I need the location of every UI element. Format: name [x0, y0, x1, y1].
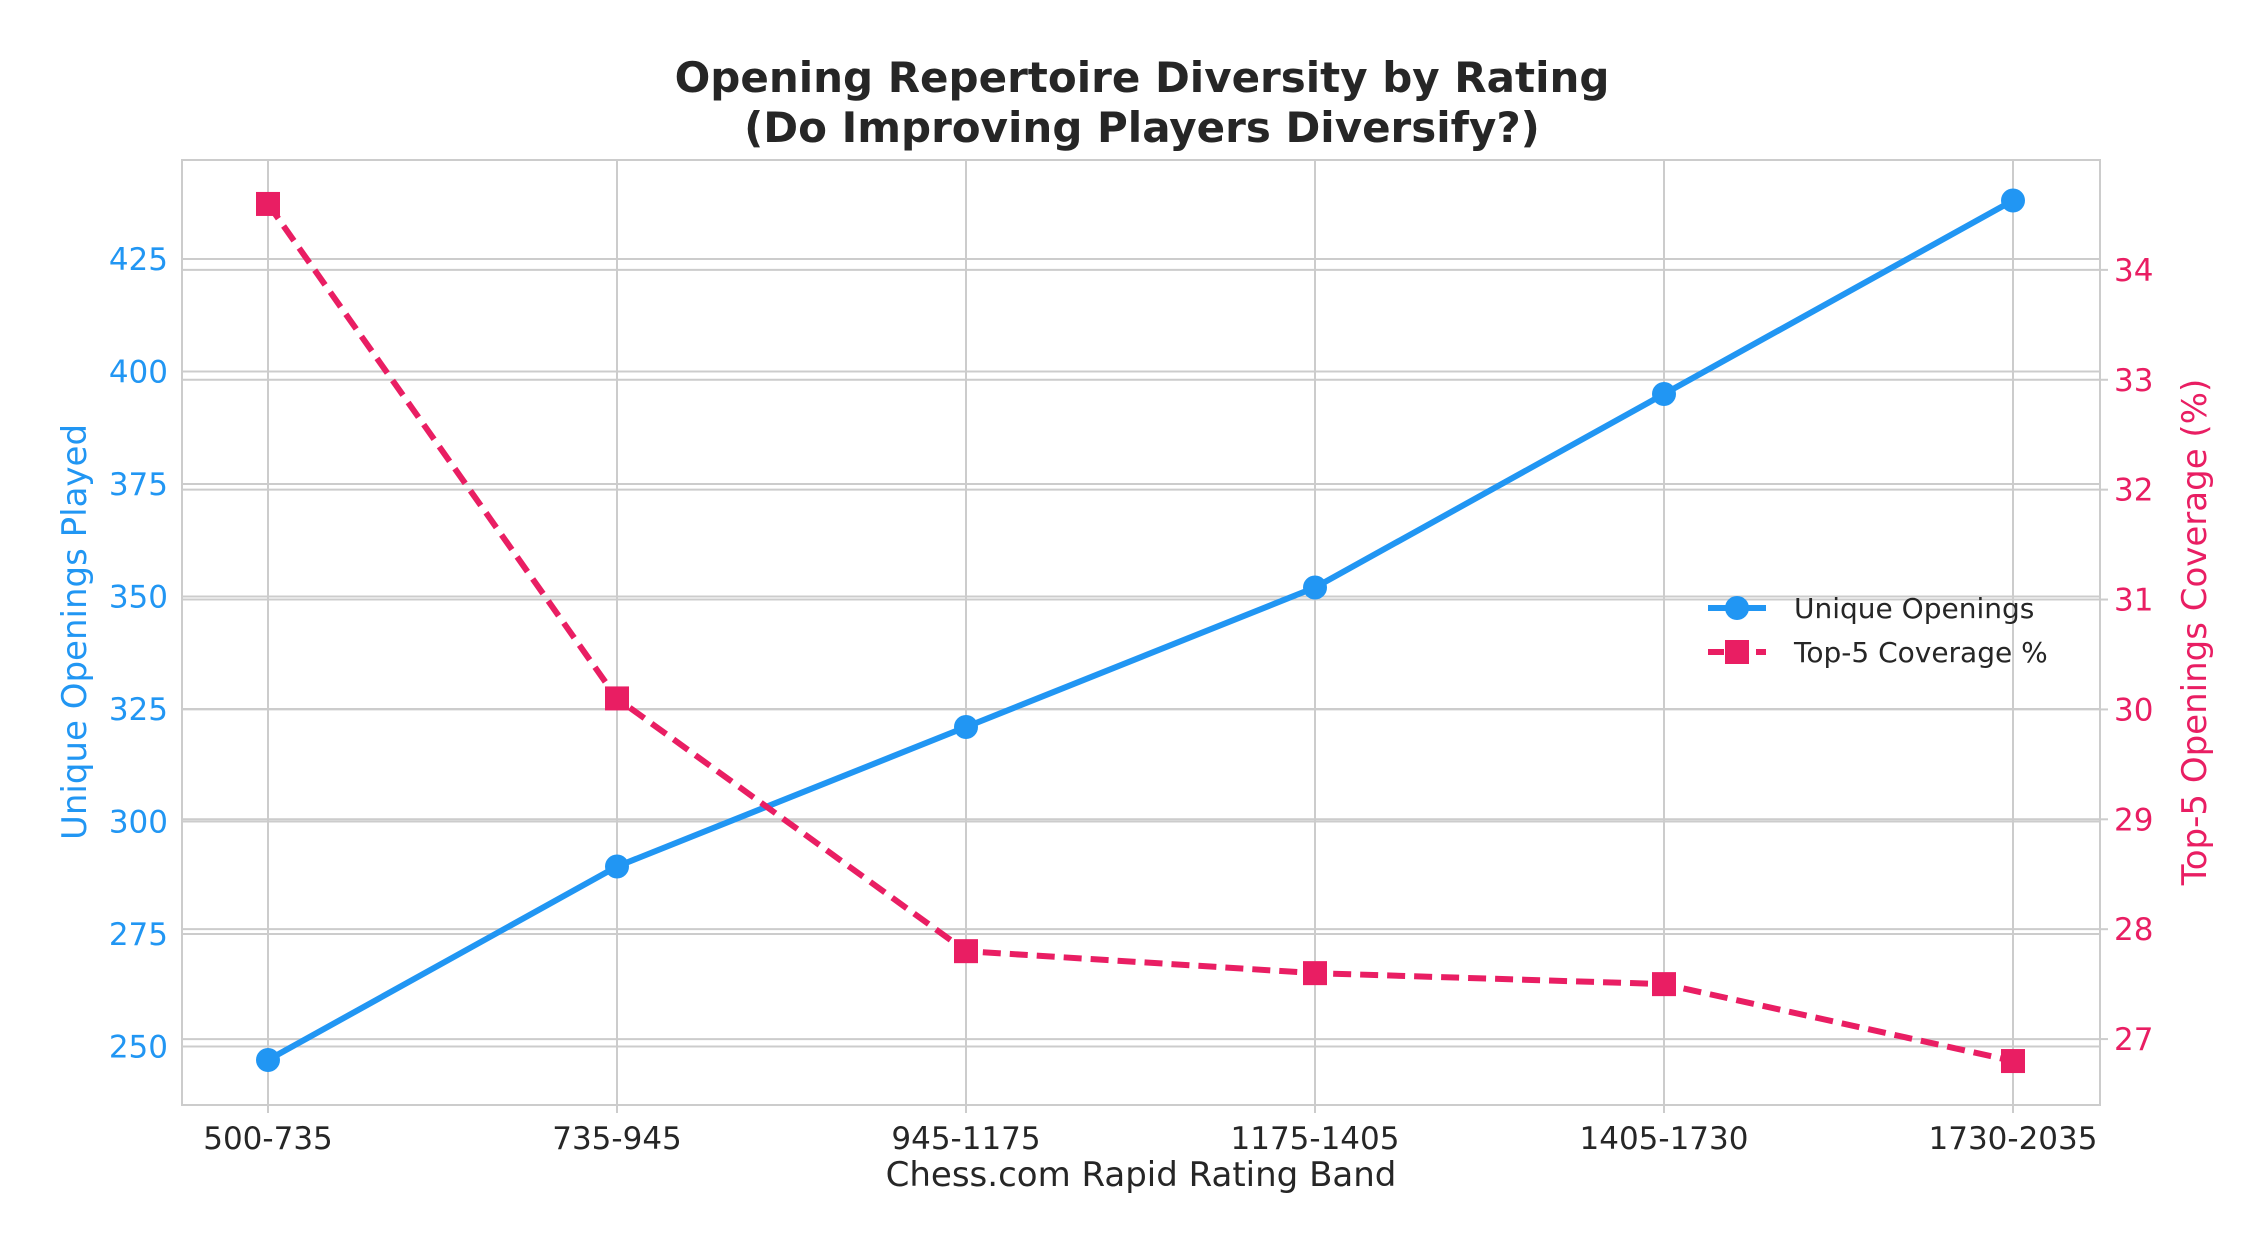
- left-tick-label: 275: [109, 917, 168, 953]
- right-axis-label: Top-5 Openings Coverage (%): [2175, 379, 2215, 887]
- chart-title-line-1: Opening Repertoire Diversity by Rating: [675, 53, 1610, 102]
- data-point-top-5-coverage: [256, 191, 280, 216]
- series-line-unique-openings: [266, 197, 2015, 1063]
- legend-label-top5-coverage: Top-5 Coverage %: [1793, 636, 2048, 669]
- x-tick-label: 1405-1730: [1580, 1121, 1749, 1157]
- right-tick-label: 29: [2114, 802, 2153, 838]
- right-tick-label: 31: [2114, 583, 2153, 619]
- data-point-unique-openings: [605, 854, 629, 879]
- left-tick-label: 325: [109, 692, 168, 728]
- data-point-unique-openings: [1303, 575, 1327, 600]
- legend-label-unique-openings: Unique Openings: [1794, 592, 2034, 625]
- left-tick-label: 375: [109, 467, 168, 503]
- data-point-top-5-coverage: [954, 939, 978, 964]
- series-line-top-5-coverage: [265, 202, 2014, 1064]
- left-tick-label: 300: [109, 805, 168, 841]
- x-tick-label: 500-735: [203, 1121, 333, 1157]
- x-axis-ticks: 500-735 735-945 945-1175 1175-1405 1405-1730…: [203, 1105, 2097, 1157]
- right-tick-label: 27: [2114, 1022, 2153, 1058]
- data-point-top-5-coverage: [2001, 1049, 2025, 1074]
- right-tick-label: 28: [2114, 912, 2153, 948]
- right-tick-label: 33: [2114, 363, 2153, 399]
- grid-lines: [182, 160, 2100, 1105]
- x-tick-label: 945-1175: [891, 1121, 1040, 1157]
- left-axis-ticks: 250 275 300 325 350 375 400 425: [109, 242, 168, 1066]
- x-tick-label: 735-945: [552, 1121, 682, 1157]
- left-tick-label: 350: [109, 580, 168, 616]
- left-axis-label: Unique Openings Played: [55, 424, 95, 840]
- legend-marker-top5-coverage: [1725, 640, 1749, 664]
- data-point-top-5-coverage: [1303, 961, 1327, 986]
- right-axis-ticks: 27 28 29 30 31 32 33 34: [2100, 253, 2153, 1058]
- left-tick-label: 425: [109, 242, 168, 278]
- plot-area-frame: [181, 159, 2101, 1106]
- series-layer: [256, 188, 2025, 1074]
- right-tick-label: 32: [2114, 473, 2153, 509]
- data-point-top-5-coverage: [605, 686, 629, 711]
- x-tick-label: 1730-2035: [1929, 1121, 2098, 1157]
- data-point-unique-openings: [1652, 382, 1676, 406]
- left-tick-label: 400: [109, 355, 168, 391]
- left-tick-label: 250: [109, 1030, 168, 1066]
- legend-marker-unique-openings: [1725, 596, 1749, 620]
- chart-title-line-2: (Do Improving Players Diversify?): [744, 103, 1540, 152]
- data-point-unique-openings: [2001, 188, 2025, 213]
- x-axis-label: Chess.com Rapid Rating Band: [886, 1155, 1397, 1195]
- x-tick-label: 1175-1405: [1231, 1121, 1400, 1157]
- data-point-top-5-coverage: [1652, 972, 1676, 997]
- data-point-unique-openings: [954, 715, 978, 739]
- data-point-unique-openings: [256, 1048, 280, 1072]
- right-tick-label: 34: [2114, 253, 2153, 289]
- right-tick-label: 30: [2114, 692, 2153, 728]
- legend: Unique Openings Top-5 Coverage %: [1708, 592, 2048, 669]
